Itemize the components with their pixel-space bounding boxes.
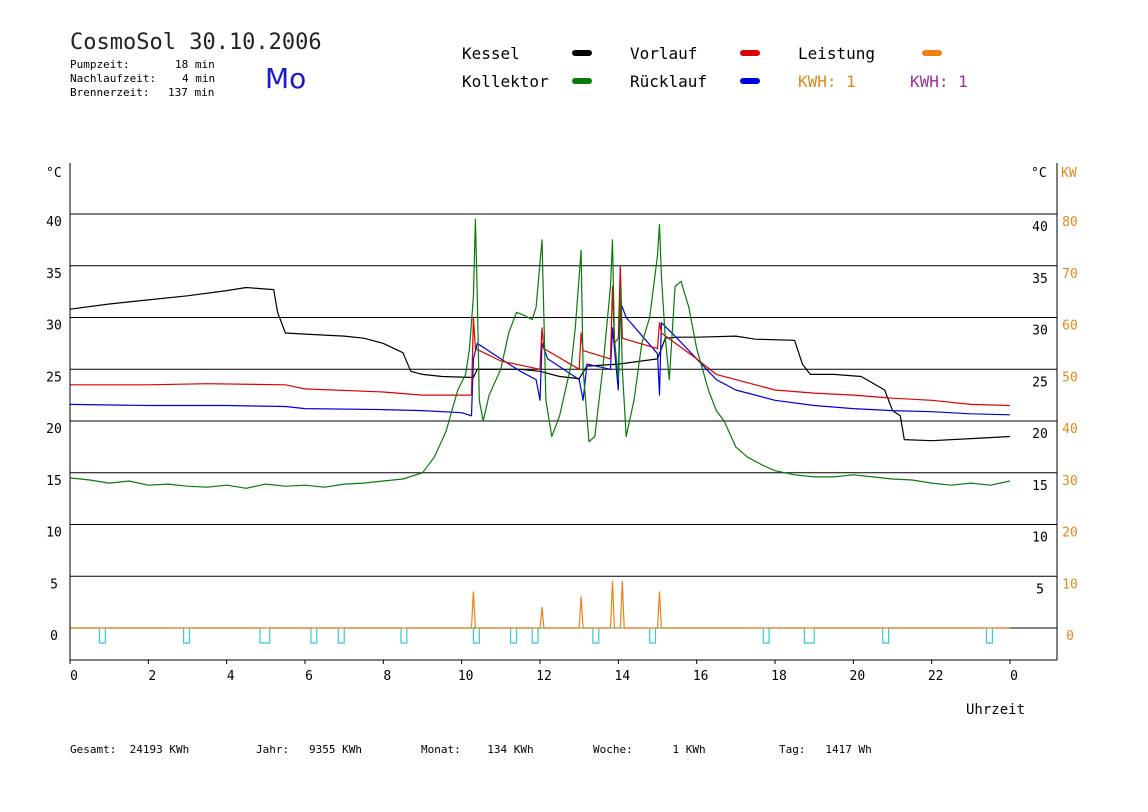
x-axis-label: Uhrzeit <box>966 702 1026 718</box>
y-tick-label-left: 30 <box>46 319 62 334</box>
y-tick-label-left: 15 <box>46 474 62 489</box>
y-tick-label-right-temp: 20 <box>1032 427 1048 442</box>
y-tick-label-right-temp: 25 <box>1032 375 1048 390</box>
legend-kollektor-swatch <box>572 78 592 84</box>
x-tick-label: 0 <box>1010 669 1018 684</box>
x-tick-label: 0 <box>70 669 78 684</box>
y-unit-right-temp: °C <box>1031 166 1047 181</box>
x-tick-label: 6 <box>305 669 313 684</box>
legend-vorlauf-swatch <box>740 50 760 56</box>
footer-jahr: Jahr: 9355 KWh <box>256 743 362 756</box>
pump-status-series <box>70 627 1010 644</box>
stat-value: 18 min <box>175 58 215 71</box>
legend-kessel-swatch <box>572 50 592 56</box>
stat-label: Nachlaufzeit: <box>70 72 157 85</box>
kwh-secondary-label: KWH: 1 <box>910 72 968 91</box>
legend-leistung-label: Leistung <box>798 44 876 63</box>
weekday-label: Mo <box>265 62 307 95</box>
legend-kollektor-label: Kollektor <box>462 72 549 91</box>
x-tick-label: 8 <box>383 669 391 684</box>
y-unit-right-kw: KW <box>1061 166 1077 181</box>
y-tick-label-right-kw: 20 <box>1062 526 1078 541</box>
x-tick-label: 4 <box>227 669 235 684</box>
stat-label: Pumpzeit: <box>70 58 130 71</box>
y-tick-label-left: 20 <box>46 422 62 437</box>
x-tick-label: 10 <box>458 669 474 684</box>
footer-gesamt: Gesamt: 24193 KWh <box>70 743 190 756</box>
y-tick-label-right-kw: 0 <box>1066 629 1074 644</box>
y-tick-label-right-temp: 15 <box>1032 479 1048 494</box>
y-tick-label-right-temp: 10 <box>1032 531 1048 546</box>
y-tick-label-right-temp: 35 <box>1032 272 1048 287</box>
legend-leistung-swatch <box>922 50 942 56</box>
y-tick-label-right-kw: 40 <box>1062 422 1078 437</box>
series-line-kollektor <box>69 218 1011 489</box>
series-line-kessel <box>69 286 1011 442</box>
y-unit-left: °C <box>46 166 62 181</box>
y-tick-label-right-temp: 40 <box>1032 220 1048 235</box>
y-tick-label-right-kw: 80 <box>1062 215 1078 230</box>
footer-tag: Tag: 1417 Wh <box>779 743 872 756</box>
series-line-leistung <box>70 580 1010 629</box>
x-tick-label: 16 <box>693 669 709 684</box>
stat-label: Brennerzeit: <box>70 86 150 99</box>
x-tick-label: 12 <box>536 669 552 684</box>
y-tick-label-left: 35 <box>46 267 62 282</box>
y-tick-label-left: 25 <box>46 370 62 385</box>
y-tick-label-left: 0 <box>50 629 58 644</box>
x-tick-label: 14 <box>615 669 631 684</box>
x-tick-label: 18 <box>771 669 787 684</box>
y-tick-label-left: 40 <box>46 215 62 230</box>
y-tick-label-right-kw: 30 <box>1062 474 1078 489</box>
kwh-leistung-label: KWH: 1 <box>798 72 856 91</box>
x-tick-label: 22 <box>928 669 944 684</box>
stat-value: 137 min <box>168 86 215 99</box>
legend-kessel-label: Kessel <box>462 44 520 63</box>
y-tick-label-right-kw: 10 <box>1062 577 1078 592</box>
y-tick-label-right-kw: 70 <box>1062 267 1078 282</box>
y-tick-label-left: 5 <box>50 577 58 592</box>
legend-ruecklauf-label: Rücklauf <box>630 72 708 91</box>
legend-vorlauf-label: Vorlauf <box>630 44 698 63</box>
y-tick-label-left: 10 <box>46 526 62 541</box>
footer-monat: Monat: 134 KWh <box>421 743 534 756</box>
stat-value: 4 min <box>182 72 216 85</box>
series-line-ruecklauf <box>69 301 1011 417</box>
y-tick-label-right-temp: 30 <box>1032 324 1048 339</box>
page-title: CosmoSol 30.10.2006 <box>70 30 322 55</box>
y-tick-label-right-kw: 60 <box>1062 319 1078 334</box>
footer-woche: Woche: 1 KWh <box>593 743 706 756</box>
series-line-vorlauf <box>70 265 1011 407</box>
x-tick-label: 20 <box>850 669 866 684</box>
legend-ruecklauf-swatch <box>740 78 760 84</box>
y-tick-label-right-kw: 50 <box>1062 370 1078 385</box>
x-tick-label: 2 <box>148 669 156 684</box>
y-tick-label-right-temp: 5 <box>1036 582 1044 597</box>
